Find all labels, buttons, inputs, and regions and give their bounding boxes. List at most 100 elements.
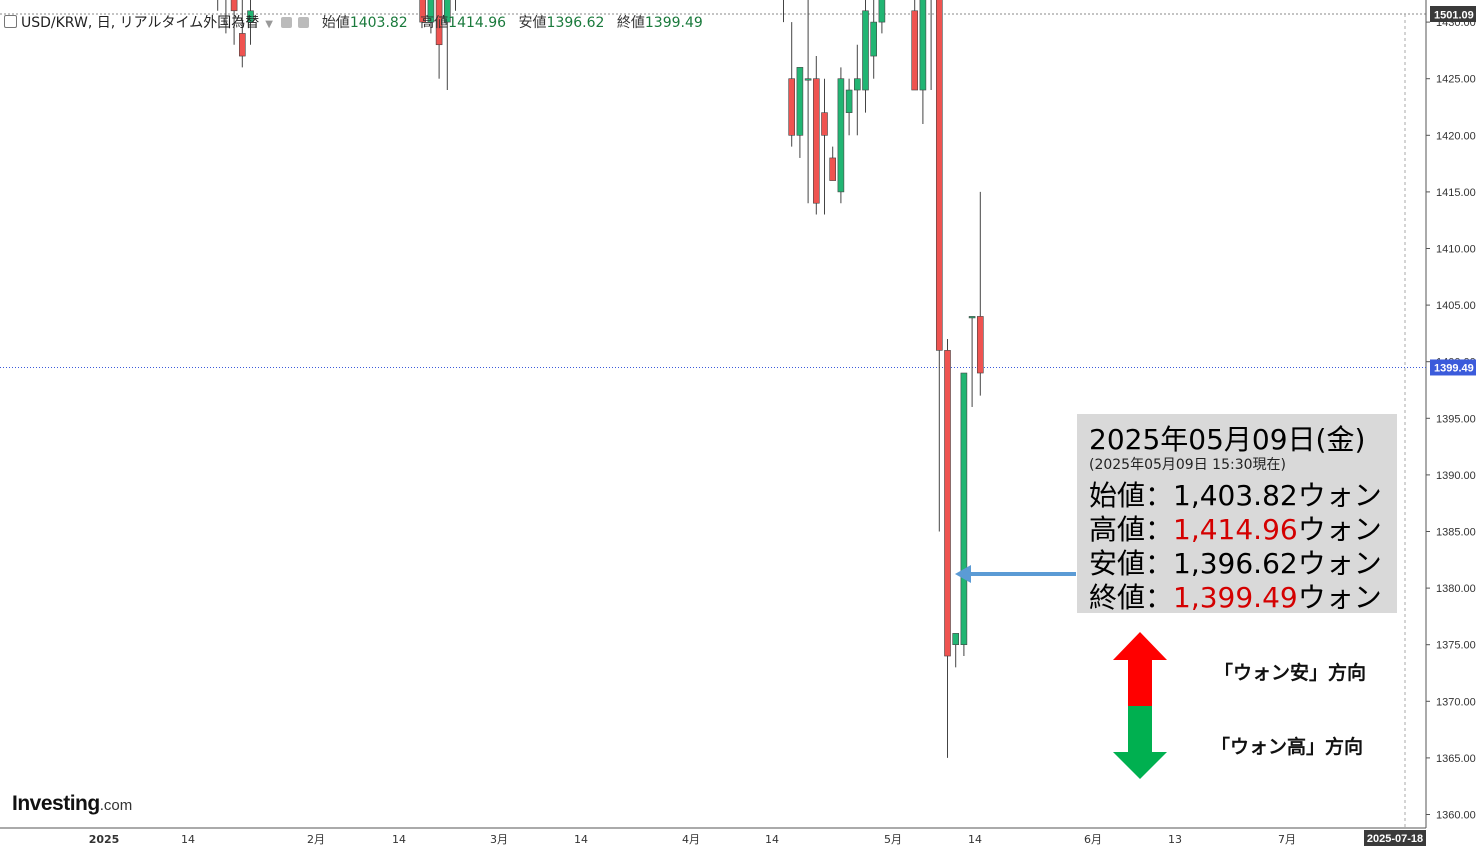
candle-body bbox=[935, 0, 943, 351]
x-tick-label: 2025 bbox=[89, 833, 120, 846]
info-close-label: 終値： bbox=[1089, 581, 1174, 614]
top-price-tag-label: 1501.09 bbox=[1434, 10, 1474, 22]
x-tick-label: 13 bbox=[1168, 833, 1182, 846]
info-high-row: 高値：1,414.96ウォン bbox=[1089, 508, 1382, 548]
high-label: 高値 bbox=[420, 15, 449, 31]
x-tick-label: 14 bbox=[181, 833, 195, 846]
high-value: 1414.96 bbox=[448, 15, 507, 31]
info-close-row: 終値：1,399.49ウォン bbox=[1089, 576, 1382, 616]
x-tick-label: 14 bbox=[392, 833, 406, 846]
y-tick-label: 1425.00 bbox=[1436, 74, 1476, 86]
candle-body bbox=[435, 0, 443, 46]
y-tick-label: 1390.00 bbox=[1436, 470, 1476, 482]
info-open-row: 始値：1,403.82ウォン bbox=[1089, 474, 1382, 514]
y-tick-label: 1375.00 bbox=[1436, 640, 1476, 652]
y-tick-label: 1380.00 bbox=[1436, 583, 1476, 595]
x-tick-label: 7月 bbox=[1278, 833, 1296, 846]
x-tick-label: 6月 bbox=[1084, 833, 1102, 846]
info-close-value: 1,399.49 bbox=[1173, 581, 1298, 614]
open-label: 始値 bbox=[321, 15, 350, 31]
candle-body bbox=[878, 0, 886, 23]
x-tick-label: 14 bbox=[765, 833, 779, 846]
info-asof: (2025年05月09日 15:30現在) bbox=[1089, 457, 1286, 473]
chart-header: USD/KRW, 日, リアルタイム外国為替 ▼ 始値1403.82 高値1414… bbox=[4, 12, 703, 32]
x-range-tag-label: 2025-07-18 bbox=[1367, 833, 1423, 845]
close-value: 1399.49 bbox=[644, 15, 703, 31]
x-tick-label: 3月 bbox=[490, 833, 508, 846]
symbol-title[interactable]: USD/KRW, 日, リアルタイム外国為替 bbox=[21, 15, 260, 31]
candle-body bbox=[870, 21, 878, 57]
candle-body bbox=[862, 10, 869, 91]
candle-body bbox=[239, 33, 246, 57]
logo-suffix: .com bbox=[99, 797, 133, 814]
gear-icon[interactable] bbox=[298, 17, 310, 28]
x-tick-label: 14 bbox=[574, 833, 588, 846]
x-tick-label: 14 bbox=[968, 833, 982, 846]
candle-body bbox=[944, 350, 951, 657]
candle-body bbox=[419, 0, 427, 23]
current-price-tag-label: 1399.49 bbox=[1434, 362, 1474, 374]
close-label: 終値 bbox=[616, 15, 645, 31]
settings-icon[interactable] bbox=[280, 17, 292, 28]
open-value: 1403.82 bbox=[349, 15, 408, 31]
y-tick-label: 1370.00 bbox=[1436, 696, 1476, 708]
candle-body bbox=[812, 78, 820, 204]
y-tick-label: 1385.00 bbox=[1436, 527, 1476, 539]
candle-body bbox=[230, 0, 238, 12]
low-label: 安値 bbox=[518, 15, 547, 31]
logo-main: Investing bbox=[12, 792, 100, 815]
info-high-value: 1,414.96 bbox=[1173, 513, 1298, 546]
top-price-tag bbox=[1430, 6, 1476, 22]
investing-logo[interactable]: Investing.com bbox=[12, 792, 132, 816]
info-low-unit: ウォン bbox=[1297, 547, 1382, 580]
candle-body bbox=[443, 0, 451, 23]
candle-body bbox=[796, 67, 804, 136]
info-high-label: 高値： bbox=[1089, 513, 1174, 546]
info-open-unit: ウォン bbox=[1297, 479, 1382, 512]
y-tick-label: 1365.00 bbox=[1436, 753, 1476, 765]
y-tick-label: 1415.00 bbox=[1436, 187, 1476, 199]
current-price-tag bbox=[1430, 359, 1476, 376]
x-tick-label: 2月 bbox=[307, 833, 325, 846]
candle-body bbox=[960, 372, 968, 645]
pointer-arrow-head bbox=[955, 565, 971, 583]
info-low-label: 安値： bbox=[1089, 547, 1174, 580]
info-low-value: 1,396.62 bbox=[1173, 547, 1298, 580]
info-open-value: 1,403.82 bbox=[1173, 479, 1298, 512]
candle-body bbox=[952, 633, 960, 646]
info-high-unit: ウォン bbox=[1297, 513, 1382, 546]
candle-body bbox=[804, 78, 812, 81]
y-tick-label: 1360.00 bbox=[1436, 810, 1476, 822]
candle-body bbox=[919, 0, 927, 91]
candle-body bbox=[976, 316, 984, 374]
candle-body bbox=[829, 157, 837, 181]
won-weak-arrow-up bbox=[1113, 632, 1167, 706]
y-tick-label: 1420.00 bbox=[1436, 130, 1476, 142]
won-strong-arrow-down bbox=[1113, 706, 1167, 779]
x-tick-label: 5月 bbox=[884, 833, 902, 846]
won-weak-direction-label: 「ウォン安」方向 bbox=[1214, 662, 1367, 684]
info-open-label: 始値： bbox=[1089, 479, 1174, 512]
x-tick-label: 4月 bbox=[682, 833, 700, 846]
candle-body bbox=[853, 78, 861, 91]
candle-body bbox=[247, 10, 254, 23]
ohlc-info-box: 2025年05月09日(金) (2025年05月09日 15:30現在) 始値：… bbox=[1077, 414, 1397, 616]
info-date: 2025年05月09日(金) bbox=[1089, 423, 1366, 456]
info-low-row: 安値：1,396.62ウォン bbox=[1089, 542, 1382, 582]
y-tick-label: 1410.00 bbox=[1436, 244, 1476, 256]
x-range-tag bbox=[1364, 830, 1426, 846]
chevron-down-icon[interactable]: ▼ bbox=[265, 19, 273, 30]
collapse-icon[interactable] bbox=[4, 15, 17, 28]
candle-body bbox=[845, 89, 853, 113]
won-strong-direction-label: 「ウォン高」方向 bbox=[1211, 736, 1364, 758]
candle-body bbox=[911, 10, 919, 91]
low-value: 1396.62 bbox=[546, 15, 605, 31]
candle-body bbox=[837, 78, 845, 193]
candle-body bbox=[968, 316, 976, 319]
candle-body bbox=[821, 112, 828, 136]
y-tick-label: 1395.00 bbox=[1436, 413, 1476, 425]
candle-body bbox=[427, 0, 435, 23]
info-close-unit: ウォン bbox=[1297, 581, 1382, 614]
y-tick-label: 1405.00 bbox=[1436, 300, 1476, 312]
candle-body bbox=[788, 78, 796, 136]
